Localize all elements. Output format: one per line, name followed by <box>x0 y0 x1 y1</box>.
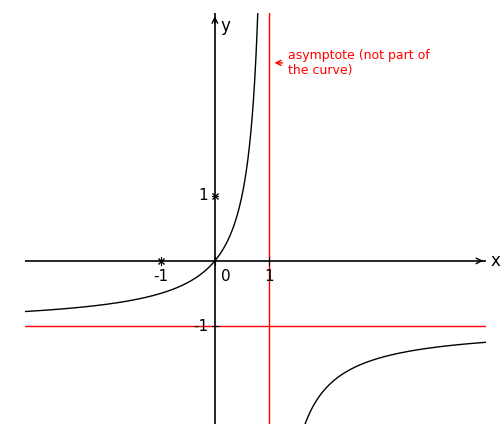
Text: 1: 1 <box>199 188 208 203</box>
Text: x: x <box>490 252 500 270</box>
Text: -1: -1 <box>153 268 168 284</box>
Text: -1: -1 <box>193 318 208 334</box>
Text: y: y <box>220 17 230 35</box>
Text: 1: 1 <box>264 268 274 284</box>
Text: 0: 0 <box>221 268 231 284</box>
Text: asymptote (not part of
the curve): asymptote (not part of the curve) <box>276 49 430 77</box>
